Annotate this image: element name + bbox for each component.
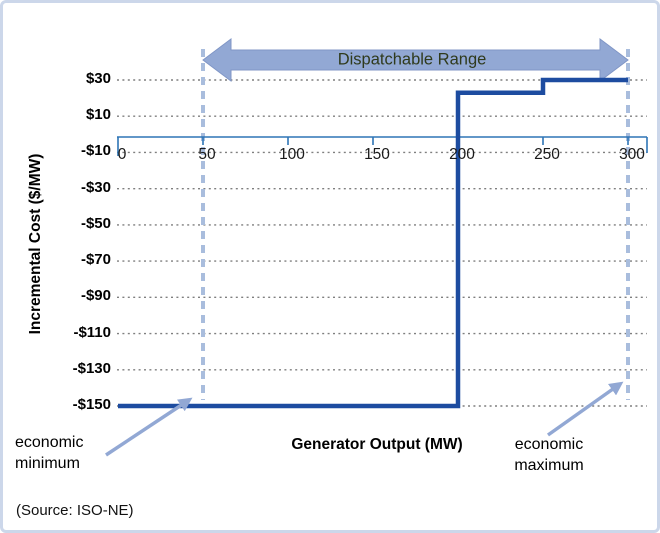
- x-tick-label: 250: [534, 146, 560, 163]
- source-note: (Source: ISO-NE): [16, 502, 134, 519]
- y-tick-label: -$130: [72, 359, 111, 377]
- offer-curve-line: [118, 77, 628, 409]
- y-tick-label: $10: [85, 106, 111, 124]
- x-tick-label: 200: [449, 146, 475, 163]
- dispatchable-range-arrow: [202, 38, 629, 82]
- y-tick-label: -$10: [80, 142, 111, 160]
- economic-minimum-label: economic minimum: [15, 434, 84, 472]
- y-axis-title: Incremental Cost ($/MW): [27, 153, 44, 335]
- y-tick-label: -$70: [80, 251, 111, 269]
- x-tick-label: 0: [117, 146, 127, 163]
- economic-minimum-arrow: [105, 397, 193, 457]
- x-tick-label: 150: [364, 146, 390, 163]
- y-tick-label: -$50: [80, 214, 111, 232]
- y-tick-label: $30: [85, 70, 111, 87]
- x-tick-label: 300: [619, 146, 645, 163]
- x-tick-label: 100: [279, 146, 305, 163]
- economic-maximum-label: economic maximum: [514, 436, 584, 474]
- y-tick-label: -$30: [80, 178, 111, 196]
- dispatchable-range-label: Dispatchable Range: [337, 50, 487, 69]
- y-tick-label: -$110: [73, 323, 111, 341]
- x-axis-tick-labels: 0 50 100 150 200 250 300: [3, 3, 657, 530]
- economic-maximum-arrow: [546, 381, 624, 437]
- x-axis-title: Generator Output (MW): [291, 436, 463, 453]
- x-tick-label: 50: [198, 146, 216, 163]
- chart-canvas: [105, 38, 648, 457]
- y-tick-label: -$90: [80, 287, 111, 305]
- y-tick-label: -$150: [72, 395, 111, 413]
- y-axis-tick-labels: $30 $10 -$10 -$30 -$50 -$70 -$90 -$110 -$130 -$15…: [3, 3, 657, 530]
